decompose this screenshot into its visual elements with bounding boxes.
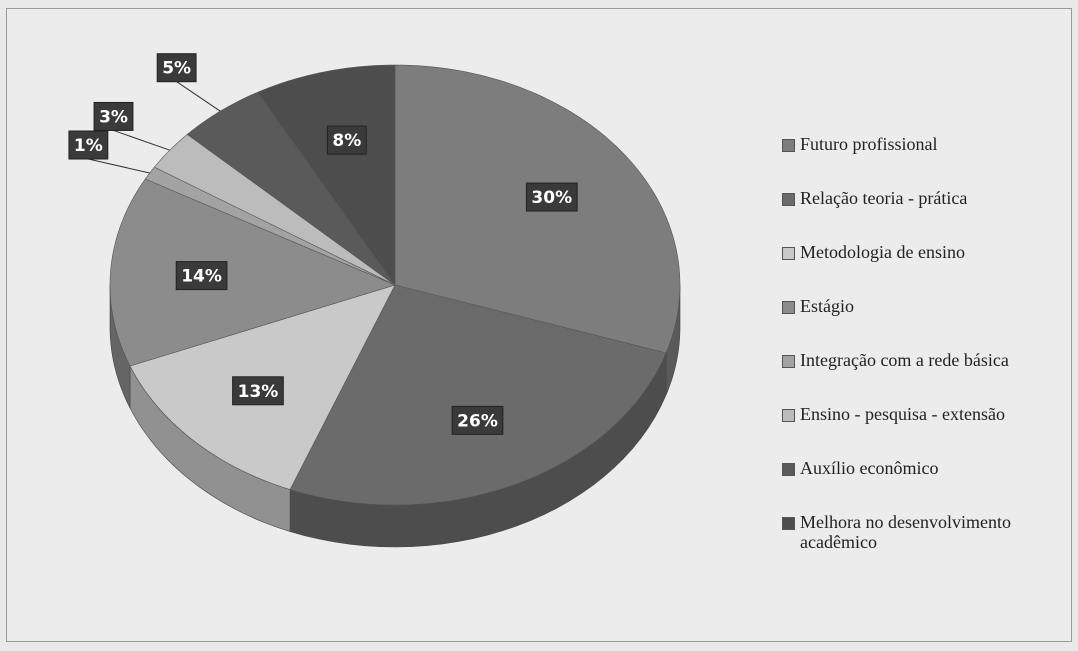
pie-tops [109, 64, 681, 506]
data-label-box [326, 125, 367, 155]
data-label-box [451, 405, 504, 435]
legend-swatch [782, 409, 795, 422]
data-label-box [68, 130, 109, 160]
legend-label: Ensino - pesquisa - extensão [800, 404, 1005, 424]
legend-swatch [782, 517, 795, 530]
legend-item: Estágio [782, 296, 1062, 350]
leader-line [88, 158, 150, 174]
data-label: 26% [457, 411, 498, 431]
data-label-box [175, 261, 228, 291]
legend-item: Metodologia de ensino [782, 242, 1062, 296]
data-label: 5% [162, 59, 191, 79]
leader-line [113, 129, 170, 151]
data-label-box [156, 53, 197, 83]
legend-swatch [782, 463, 795, 476]
legend-swatch [782, 355, 795, 368]
legend-item: Ensino - pesquisa - extensão [782, 404, 1062, 458]
pie-slice [289, 284, 667, 506]
data-label-box [232, 376, 284, 406]
data-label: 14% [181, 267, 222, 287]
legend-item: Relação teoria - prática [782, 188, 1062, 242]
pie-slice [153, 134, 396, 286]
legend-label: Estágio [800, 296, 854, 316]
legend-label: Integração com a rede básica [800, 350, 1009, 370]
data-label-box [525, 182, 578, 212]
data-label-box [93, 101, 134, 131]
legend-item: Auxílio econômico [782, 458, 1062, 512]
data-label: 3% [99, 107, 128, 127]
leader-line [176, 81, 221, 112]
legend-item: Integração com a rede básica [782, 350, 1062, 404]
pie-slice [257, 64, 396, 286]
legend-label: Melhora no desenvolvimento acadêmico [800, 512, 1011, 552]
data-labels: 30% 26% 13% 14% 1% 3% 5% 8% [68, 53, 578, 435]
legend-label: Metodologia de ensino [800, 242, 965, 262]
data-label: 13% [238, 382, 279, 402]
legend-swatch [782, 139, 795, 152]
legend-swatch [782, 301, 795, 314]
legend-label: Auxílio econômico [800, 458, 939, 478]
data-label: 1% [74, 136, 103, 156]
legend-swatch [782, 193, 795, 206]
data-label: 30% [531, 188, 572, 208]
legend-item: Futuro profissional [782, 134, 1062, 188]
data-label: 8% [332, 131, 361, 151]
legend: Futuro profissional Relação teoria - prát… [782, 134, 1062, 566]
pie-slice [109, 178, 396, 367]
legend-swatch [782, 247, 795, 260]
legend-item: Melhora no desenvolvimento acadêmico [782, 512, 1062, 566]
legend-label: Futuro profissional [800, 134, 938, 154]
pie-slice [186, 91, 396, 286]
legend-label: Relação teoria - prática [800, 188, 968, 208]
